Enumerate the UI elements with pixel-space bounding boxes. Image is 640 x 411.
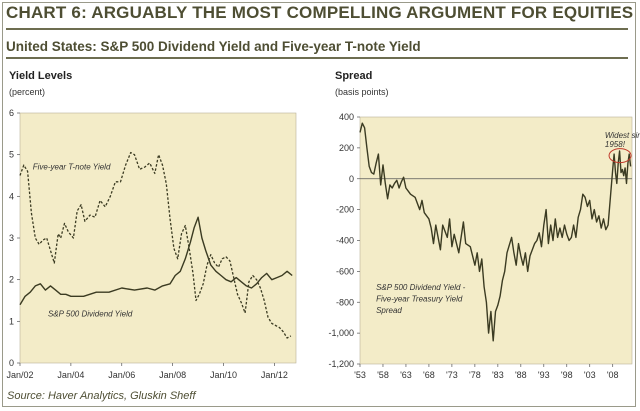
chart-title: CHART 6: ARGUABLY THE MOST COMPELLING AR… (6, 3, 634, 22)
spread-highlight-ellipse (608, 148, 632, 164)
yield-levels-ytick-label: 5 (9, 150, 14, 160)
spread-xtick-label: '83 (492, 370, 504, 380)
spread-xtick-label: '98 (561, 370, 573, 380)
subtitle-rule (6, 57, 628, 59)
left-panel-title: Yield Levels (9, 70, 73, 82)
spread-ytick-label: 0 (349, 174, 354, 184)
yield-levels-annotation: S&P 500 Dividend Yield (48, 309, 133, 318)
yield-levels-ytick-label: 2 (9, 275, 14, 285)
spread-xtick-label: '93 (538, 370, 550, 380)
yield-levels-ytick-label: 3 (9, 233, 14, 243)
spread-ytick-label: 200 (339, 143, 354, 153)
yield-levels-xtick-label: Jan/10 (210, 370, 237, 380)
spread-xtick-label: '08 (607, 370, 619, 380)
spread-ytick-label: -400 (336, 236, 354, 246)
yield-levels-xtick-label: Jan/06 (108, 370, 135, 380)
left-panel-unit: (percent) (9, 87, 46, 97)
chart-subtitle: United States: S&P 500 Dividend Yield an… (6, 39, 421, 54)
yield-levels-series-dividend-yield (19, 216, 293, 306)
spread-plot-area (359, 116, 633, 365)
yield-levels-annotation: Five-year T-note Yield (33, 162, 111, 171)
spread-xtick-label: '63 (400, 370, 412, 380)
spread-series-spread (359, 122, 632, 342)
yield-levels-ytick-label: 6 (9, 108, 14, 118)
yield-levels-xtick-label: Jan/12 (261, 370, 288, 380)
yield-levels-xtick-label: Jan/02 (6, 370, 33, 380)
spread-annotation: S&P 500 Dividend Yield - (376, 283, 466, 292)
spread-ytick-label: 400 (339, 112, 354, 122)
yield-levels-xtick-label: Jan/08 (159, 370, 186, 380)
spread-annotation: Spread (376, 306, 402, 315)
yield-levels-plot-area (19, 112, 297, 364)
source-note: Source: Haver Analytics, Gluskin Sheff (7, 390, 196, 402)
spread-annotation: 1958! (605, 140, 626, 149)
yield-levels-xtick-label: Jan/04 (57, 370, 84, 380)
spread-xtick-label: '53 (354, 370, 366, 380)
spread-xtick-label: '78 (469, 370, 481, 380)
yield-levels-ytick-label: 0 (9, 358, 14, 368)
title-rule (6, 28, 628, 30)
spread-ytick-label: -1,000 (328, 328, 354, 338)
right-panel-unit: (basis points) (335, 87, 389, 97)
right-panel-title: Spread (335, 70, 373, 82)
spread-ytick-label: -800 (336, 297, 354, 307)
spread-annotation: Five-year Treasury Yield (376, 294, 463, 303)
spread-xtick-label: '03 (584, 370, 596, 380)
yield-levels-ytick-label: 4 (9, 191, 14, 201)
yield-levels-ytick-label: 1 (9, 316, 14, 326)
spread-xtick-label: '58 (377, 370, 389, 380)
spread-ytick-label: -600 (336, 266, 354, 276)
spread-annotation: Widest since (605, 131, 640, 140)
spread-xtick-label: '73 (446, 370, 458, 380)
spread-xtick-label: '88 (515, 370, 527, 380)
spread-ytick-label: -1,200 (328, 359, 354, 369)
spread-xtick-label: '68 (423, 370, 435, 380)
spread-ytick-label: -200 (336, 205, 354, 215)
